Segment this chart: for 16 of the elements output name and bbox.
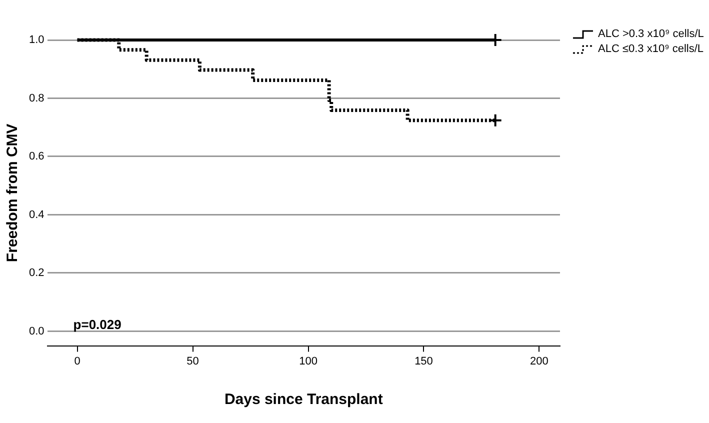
x-tick-label: 200 bbox=[530, 355, 548, 368]
y-axis-title: Freedom from CMV bbox=[4, 124, 22, 262]
x-tick-label: 150 bbox=[414, 355, 433, 368]
y-tick-label: 0.0 bbox=[28, 325, 44, 338]
x-tick-label: 0 bbox=[74, 355, 80, 368]
y-tick-label: 0.2 bbox=[28, 267, 44, 280]
x-tick-label: 100 bbox=[299, 355, 318, 368]
legend-label: ALC >0.3 x10⁹ cells/L bbox=[598, 28, 704, 40]
annotation: p=0.029 bbox=[73, 316, 122, 332]
x-axis-title: Days since Transplant bbox=[224, 391, 383, 408]
y-tick-label: 0.6 bbox=[28, 150, 44, 163]
x-tick-label: 50 bbox=[186, 355, 199, 368]
y-tick-label: 0.4 bbox=[28, 208, 44, 221]
y-tick-label: 0.8 bbox=[28, 92, 44, 104]
legend-label: ALC ≤0.3 x10⁹ cells/L bbox=[598, 43, 704, 55]
y-tick-label: 1.0 bbox=[28, 34, 44, 46]
